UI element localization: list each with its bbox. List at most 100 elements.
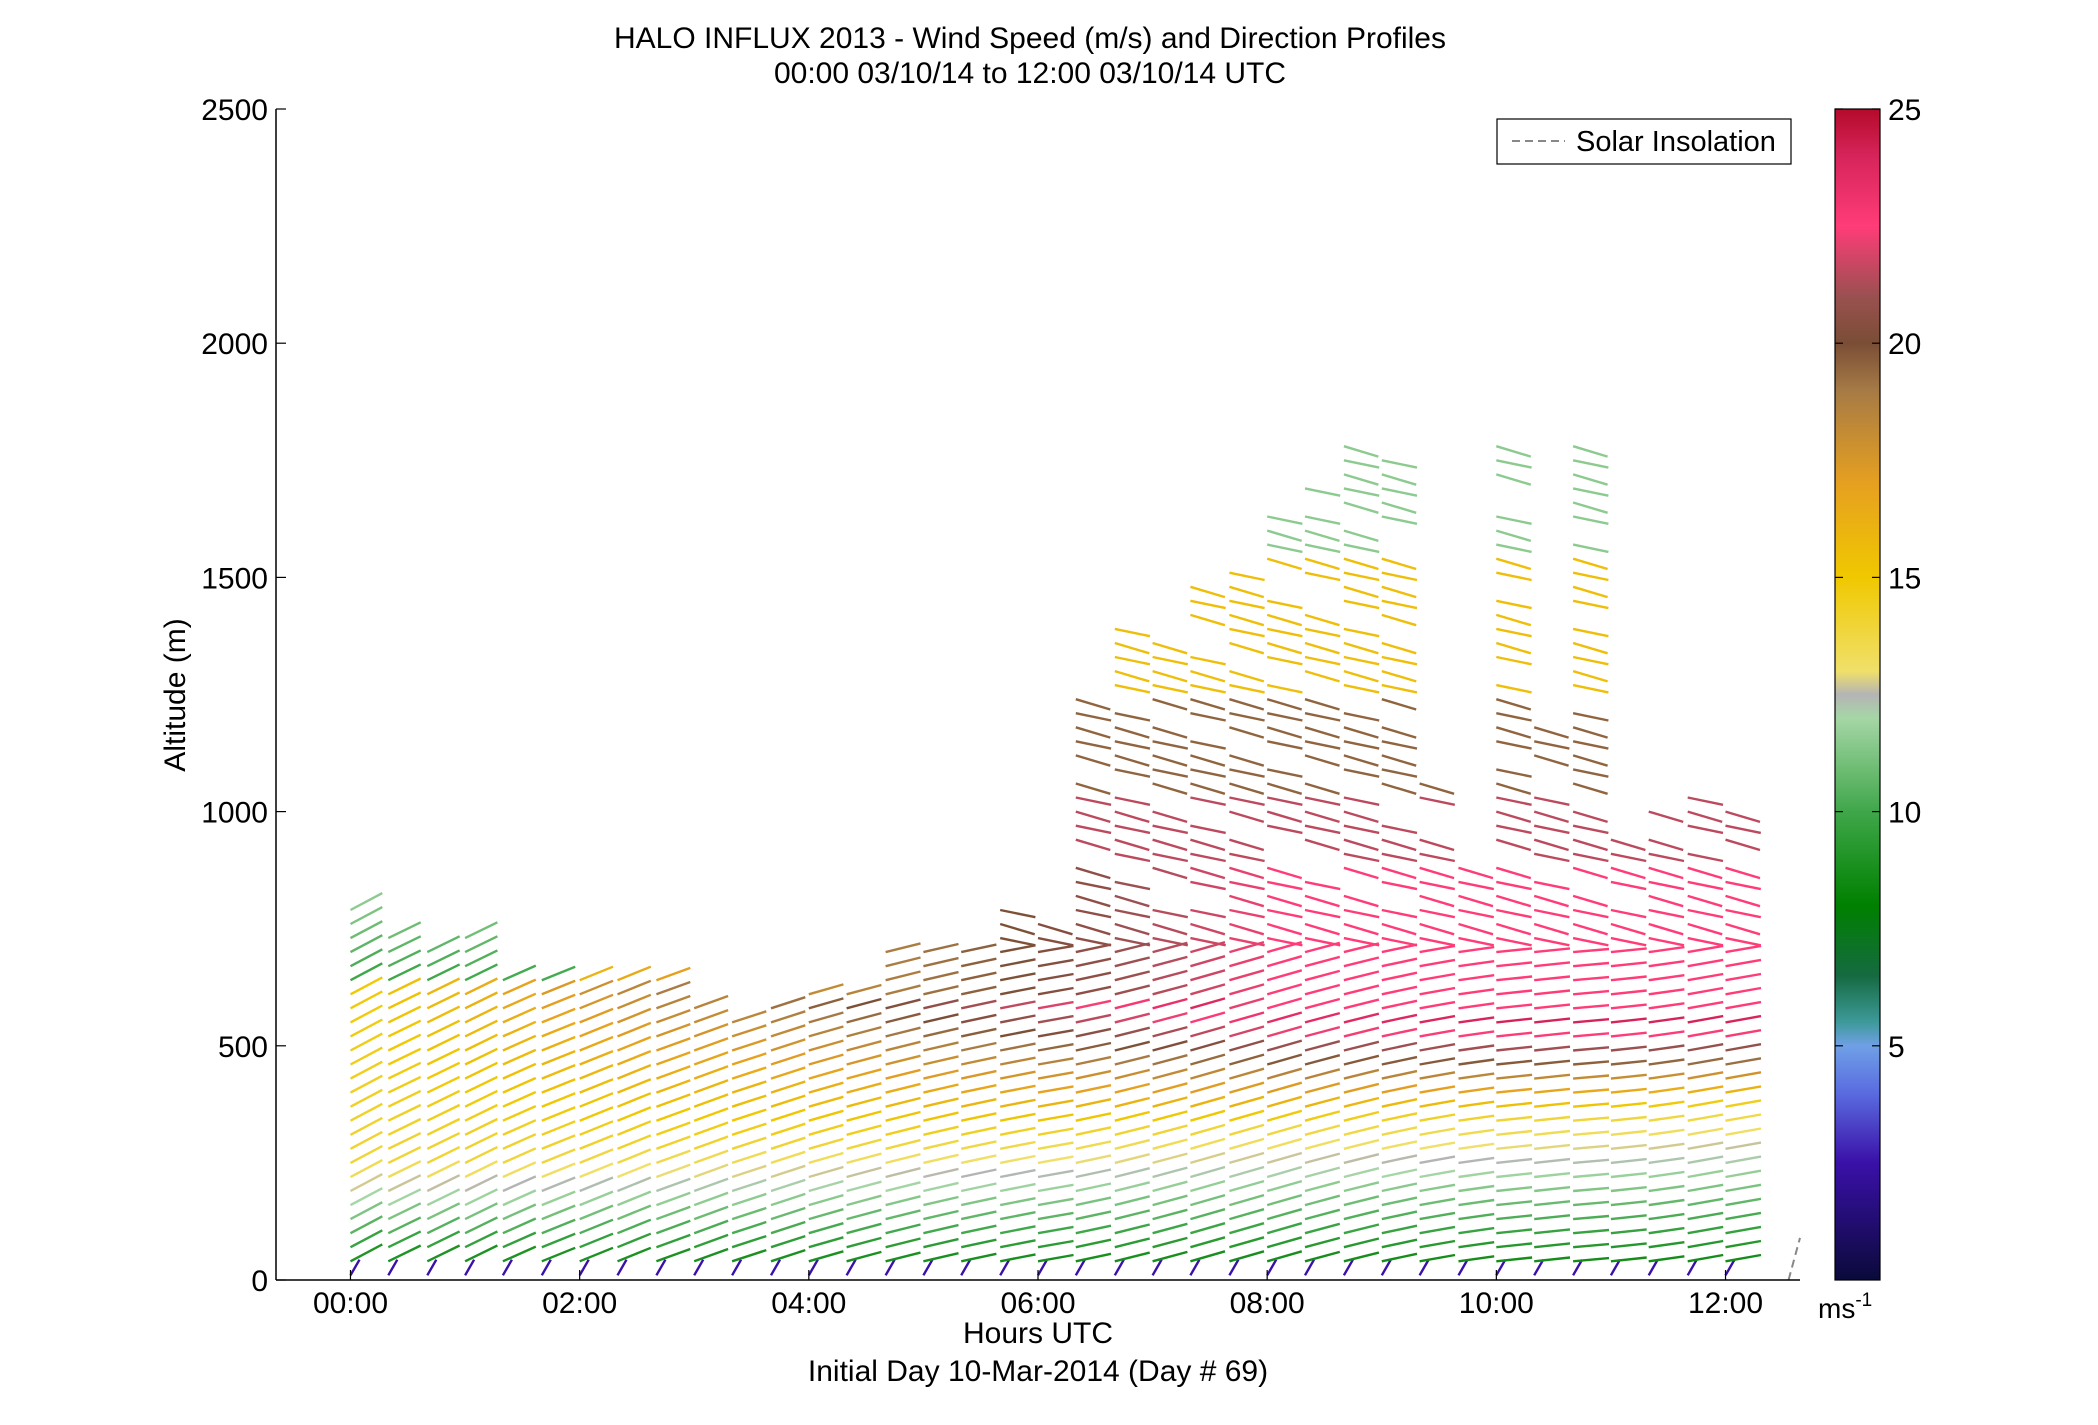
wind-barb [1190, 585, 1226, 599]
wind-barb [1687, 944, 1724, 954]
wind-barb [808, 1193, 844, 1207]
wind-barb [387, 1019, 422, 1038]
wind-barb [1266, 1208, 1303, 1221]
wind-barb [1687, 894, 1723, 908]
wind-barb [1534, 1073, 1571, 1080]
wind-barb [923, 1027, 959, 1038]
wind-barb [1458, 1086, 1495, 1094]
wind-barb [1496, 599, 1532, 610]
wind-barb [1343, 1167, 1380, 1179]
wind-barb [1458, 974, 1495, 982]
wind-barb [1725, 1141, 1762, 1150]
wind-barb [1343, 970, 1380, 982]
wind-barb [1152, 1068, 1188, 1080]
wind-barb [1648, 1156, 1685, 1165]
wind-barb [617, 1035, 652, 1052]
wind-barb [1534, 961, 1571, 968]
wind-barb [1114, 894, 1150, 908]
wind-barb [1114, 1040, 1150, 1052]
wind-barb [1687, 1029, 1724, 1038]
wind-barb [731, 1122, 767, 1136]
wind-barb [1381, 1210, 1418, 1221]
wind-barb [1304, 810, 1340, 824]
wind-barb [1648, 908, 1685, 919]
wind-barb [1725, 1014, 1762, 1024]
colorbar-unit: ms-1 [1818, 1290, 1872, 1324]
wind-barb [579, 1148, 614, 1165]
wind-barb [1572, 1130, 1610, 1136]
wind-barb [464, 1216, 498, 1235]
wind-barb [1610, 1214, 1647, 1221]
wind-barb [1495, 698, 1532, 711]
wind-barb [1152, 866, 1188, 880]
wind-barb [693, 1163, 729, 1179]
wind-barb [349, 1243, 383, 1263]
wind-barb [1496, 824, 1532, 835]
wind-barb [1114, 1153, 1150, 1165]
wind-barb [349, 1229, 383, 1249]
wind-barb [1266, 983, 1303, 996]
wind-barb [1114, 627, 1151, 638]
wind-barb [1572, 908, 1609, 919]
wind-barb [1725, 922, 1761, 936]
wind-barb [960, 957, 997, 968]
wind-barb [502, 1034, 537, 1052]
wind-barb [731, 1259, 743, 1276]
wind-barb [1725, 1169, 1762, 1179]
wind-barb [387, 935, 422, 954]
wind-barb [1381, 1252, 1418, 1263]
wind-barb [617, 1092, 652, 1108]
wind-barb [1152, 1166, 1188, 1179]
wind-barb [1534, 1186, 1571, 1193]
wind-barb [1190, 1222, 1226, 1235]
wind-barb [1229, 838, 1265, 852]
wind-barb [1075, 943, 1112, 954]
wind-barb [1648, 1241, 1685, 1249]
wind-barb [923, 1097, 959, 1108]
wind-barb [693, 994, 729, 1010]
wind-barb [349, 1159, 383, 1179]
wind-barb [655, 1051, 691, 1066]
wind-barb [1075, 866, 1111, 880]
wind-barb [1687, 1253, 1724, 1263]
wind-barb [1648, 1226, 1685, 1235]
wind-barb [1075, 880, 1112, 891]
wind-barb [617, 1049, 652, 1066]
wind-barb [1495, 613, 1532, 627]
wind-barb [808, 1025, 844, 1038]
colorbar-unit-exponent: -1 [1855, 1290, 1872, 1311]
wind-barb [1610, 936, 1647, 947]
wind-barb [1610, 1242, 1647, 1249]
wind-barb [1266, 683, 1303, 694]
wind-barb [1648, 922, 1684, 936]
wind-barb [1229, 969, 1265, 982]
wind-barb [885, 1195, 921, 1207]
wind-barb [1304, 838, 1340, 852]
wind-barb [1075, 740, 1112, 750]
wind-barb [1725, 1155, 1762, 1165]
wind-barb [1458, 1072, 1495, 1080]
wind-barb [426, 1132, 461, 1150]
wind-barb [1687, 1211, 1724, 1221]
wind-barb [617, 1246, 652, 1263]
wind-barb [1725, 1197, 1762, 1207]
wind-barb [387, 1103, 422, 1122]
wind-barb [960, 1013, 997, 1024]
wind-barb [1687, 880, 1724, 891]
wind-barb [1075, 1013, 1112, 1024]
wind-barb [885, 1110, 921, 1122]
wind-barb [1343, 956, 1380, 968]
wind-barb [923, 1111, 959, 1122]
wind-barb [1304, 613, 1340, 627]
wind-barb [1190, 936, 1226, 947]
wind-barb [1572, 1018, 1610, 1024]
wind-barb [1343, 796, 1380, 806]
wind-barb [1190, 908, 1226, 919]
wind-barb [1572, 989, 1610, 996]
y-tick-label: 2500 [201, 94, 268, 127]
wind-barb [1266, 655, 1303, 666]
wind-barb [960, 1182, 997, 1193]
wind-barb [808, 1179, 844, 1193]
wind-barb [1190, 683, 1226, 694]
wind-barb [1648, 1016, 1685, 1024]
